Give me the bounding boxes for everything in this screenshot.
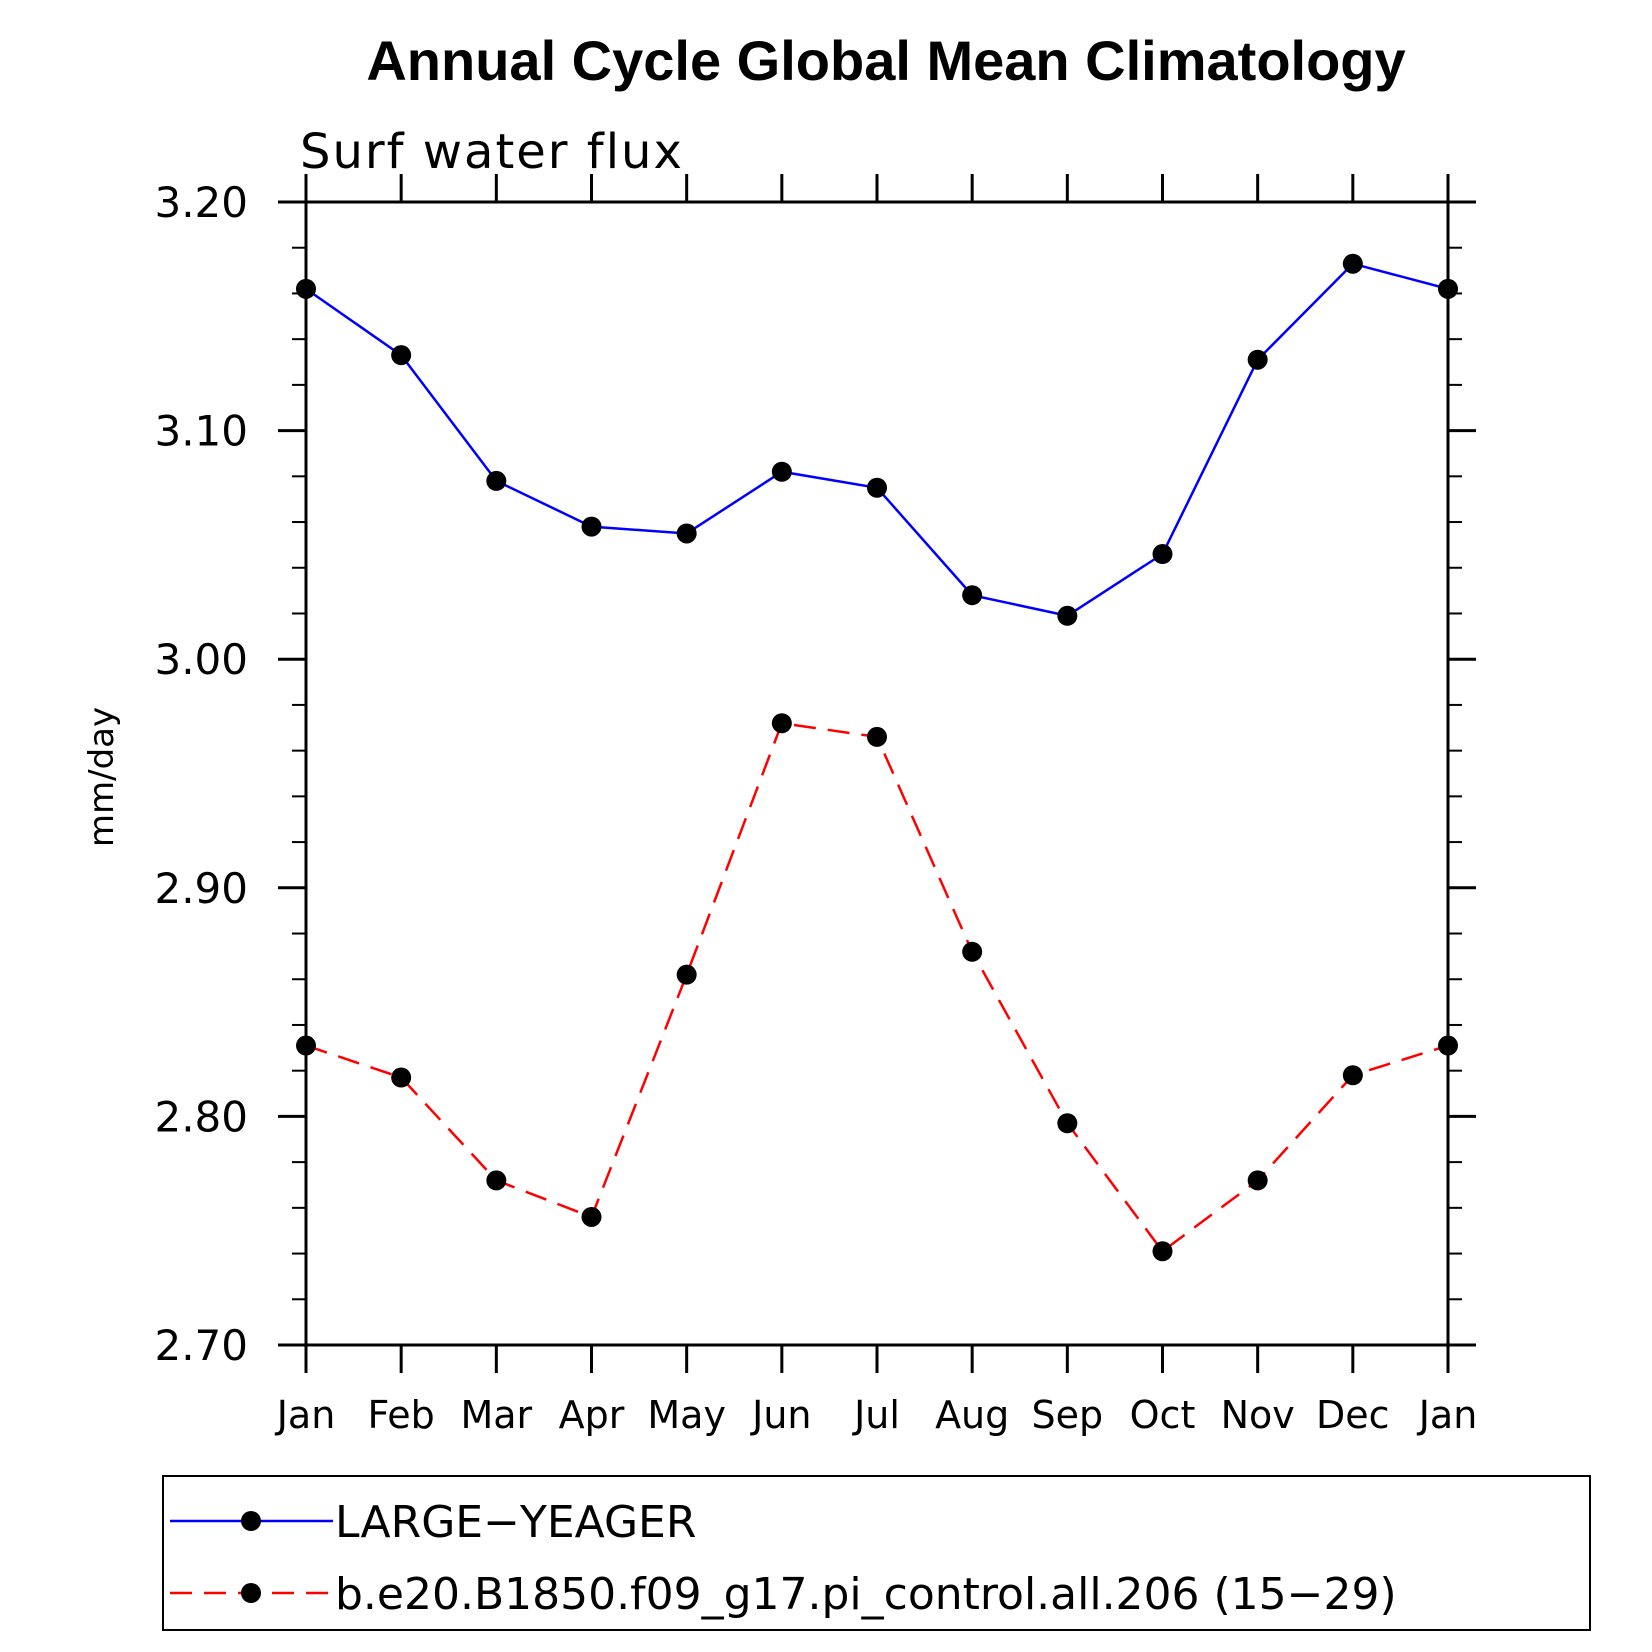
data-point [867, 726, 887, 747]
data-point [486, 1170, 507, 1191]
x-tick-label: Mar [460, 1393, 532, 1437]
data-point [1152, 544, 1173, 565]
data-point [867, 477, 887, 498]
data-point [581, 1206, 602, 1227]
series-markers [296, 253, 1458, 1262]
data-point [962, 941, 983, 962]
data-point [676, 523, 697, 544]
series-line-1 [305, 721, 1449, 1254]
data-point [1247, 349, 1268, 370]
data-point [676, 964, 697, 985]
data-point [1152, 1241, 1173, 1262]
y-tick-label: 2.70 [154, 1321, 248, 1370]
x-tick-label: Apr [559, 1393, 625, 1437]
x-tick-label: Oct [1130, 1393, 1196, 1437]
data-point [581, 516, 602, 537]
y-tick-label: 3.10 [154, 407, 248, 456]
x-tick-label: Jan [275, 1393, 336, 1437]
y-tick-label: 2.90 [154, 864, 248, 913]
legend-marker-large-yeager [241, 1511, 261, 1531]
x-tick-label: Jun [750, 1393, 811, 1437]
series-lines [305, 262, 1449, 1254]
legend: LARGE−YEAGER b.e20.B1850.f09_g17.pi_cont… [162, 1475, 1591, 1631]
data-point [1247, 1170, 1268, 1191]
y-tick-label: 2.80 [154, 1092, 248, 1141]
data-point [1057, 605, 1078, 626]
legend-box [162, 1475, 1591, 1631]
legend-label-pi-control: b.e20.B1850.f09_g17.pi_control.all.206 (… [335, 1569, 1397, 1620]
x-tick-label: Feb [368, 1393, 435, 1437]
data-point [962, 585, 983, 606]
x-tick-label: Sep [1032, 1393, 1104, 1437]
x-tick-label: Nov [1221, 1393, 1295, 1437]
legend-label-large-yeager: LARGE−YEAGER [335, 1497, 696, 1548]
axis-ticks [278, 174, 1476, 1373]
data-point [1342, 1065, 1363, 1086]
data-point [771, 713, 792, 734]
data-point [296, 1035, 316, 1056]
plot-frame [304, 200, 1450, 1347]
chart-subtitle: Surf water flux [300, 124, 684, 180]
y-tick-label: 3.00 [154, 635, 248, 684]
data-point [771, 461, 792, 482]
data-point [296, 278, 316, 299]
data-point [1342, 253, 1363, 274]
x-tick-label: May [647, 1393, 726, 1437]
x-tick-label: Jul [852, 1393, 900, 1437]
x-tick-label: Jan [1417, 1393, 1478, 1437]
legend-marker-pi-control [241, 1583, 261, 1603]
series-line-0 [305, 262, 1449, 618]
chart-title: Annual Cycle Global Mean Climatology [366, 29, 1405, 92]
x-tick-label: Aug [935, 1393, 1009, 1437]
y-axis-label: mm/day [82, 707, 122, 847]
data-point [1438, 278, 1458, 299]
data-point [1438, 1035, 1458, 1056]
data-point [391, 345, 412, 366]
data-point [1057, 1113, 1078, 1134]
data-point [391, 1067, 412, 1088]
data-point [486, 470, 507, 491]
axis-tick-labels: Jan Feb Mar Apr May Jun Jul Aug Sep Oct Nov Dec Jan 2… [154, 178, 1477, 1437]
y-tick-label: 3.20 [154, 178, 248, 227]
x-tick-label: Dec [1316, 1393, 1390, 1437]
